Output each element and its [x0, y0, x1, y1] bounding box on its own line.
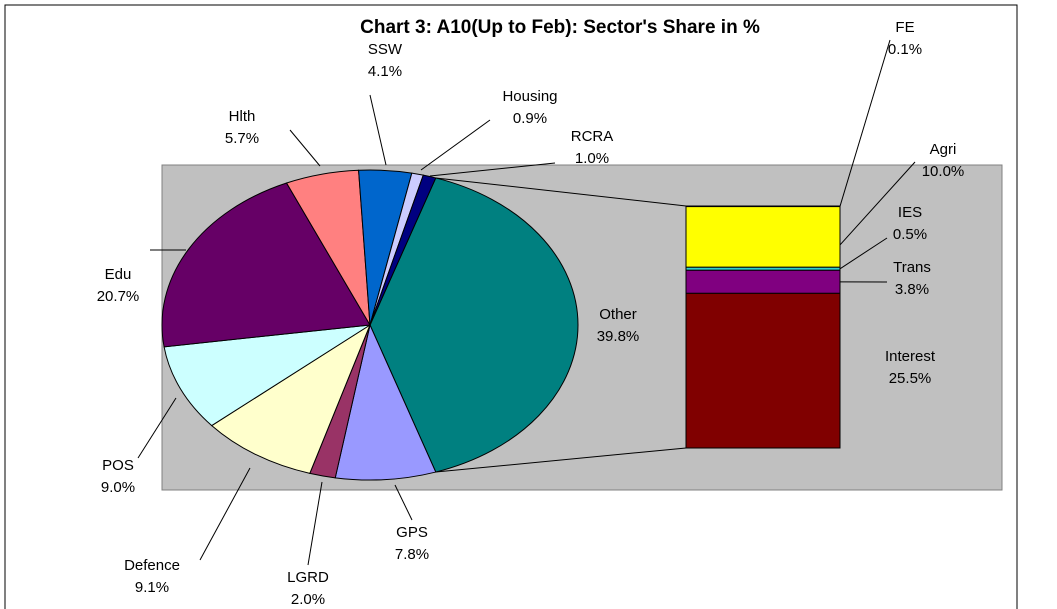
slice-label: GPS [396, 524, 428, 541]
leader-line [369, 94, 387, 166]
bar-label: Interest [885, 348, 936, 365]
pie-slice [163, 324, 371, 427]
slice-value-label: 5.7% [225, 130, 259, 147]
bar-segment [685, 269, 841, 294]
slice-label: Defence [124, 557, 180, 574]
pie-slice [161, 182, 371, 348]
leader-line [199, 467, 251, 561]
pie-slice [334, 323, 437, 481]
bar-label: FE [895, 19, 914, 36]
slice-label: SSW [368, 41, 403, 58]
pie-slice [210, 323, 372, 474]
leader-line [429, 162, 556, 177]
bar-value-label: 10.0% [922, 163, 965, 180]
connector [435, 177, 687, 207]
bar-segment [685, 292, 841, 449]
leader-line [289, 129, 321, 167]
leader-line [839, 39, 891, 207]
slice-label: RCRA [571, 128, 614, 145]
slice-value-label: 0.9% [513, 110, 547, 127]
leader-line [839, 161, 916, 246]
leader-line [394, 484, 413, 521]
chart-title: Chart 3: A10(Up to Feb): Sector's Share … [360, 17, 760, 38]
slice-value-label: 4.1% [368, 63, 402, 80]
pie-slice [369, 174, 437, 326]
bar-value-label: 3.8% [895, 281, 929, 298]
slice-value-label: 9.0% [101, 479, 135, 496]
bar-segment [685, 206, 841, 268]
leader-line [137, 397, 177, 459]
bar-value-label: 0.1% [888, 41, 922, 58]
leader-line [307, 481, 323, 566]
bar-label: Trans [893, 259, 931, 276]
slice-label: POS [102, 457, 134, 474]
slice-label: LGRD [287, 569, 329, 586]
connector [435, 447, 687, 473]
slice-label: Housing [502, 88, 557, 105]
bar-value-label: 0.5% [893, 226, 927, 243]
leader-line [839, 237, 888, 270]
slice-label: Edu [105, 266, 132, 283]
slice-value-label: 39.8% [597, 328, 640, 345]
slice-value-label: 1.0% [575, 150, 609, 167]
slice-label: Other [599, 306, 637, 323]
slice-value-label: 2.0% [291, 591, 325, 608]
leader-line [420, 119, 491, 171]
bar-label: Agri [930, 141, 957, 158]
slice-label: Hlth [229, 108, 256, 125]
bar-value-label: 25.5% [889, 370, 932, 387]
slice-value-label: 9.1% [135, 579, 169, 596]
slice-value-label: 20.7% [97, 288, 140, 305]
slice-value-label: 7.8% [395, 546, 429, 563]
bar-label: IES [898, 204, 922, 221]
pie-slice [369, 177, 579, 473]
